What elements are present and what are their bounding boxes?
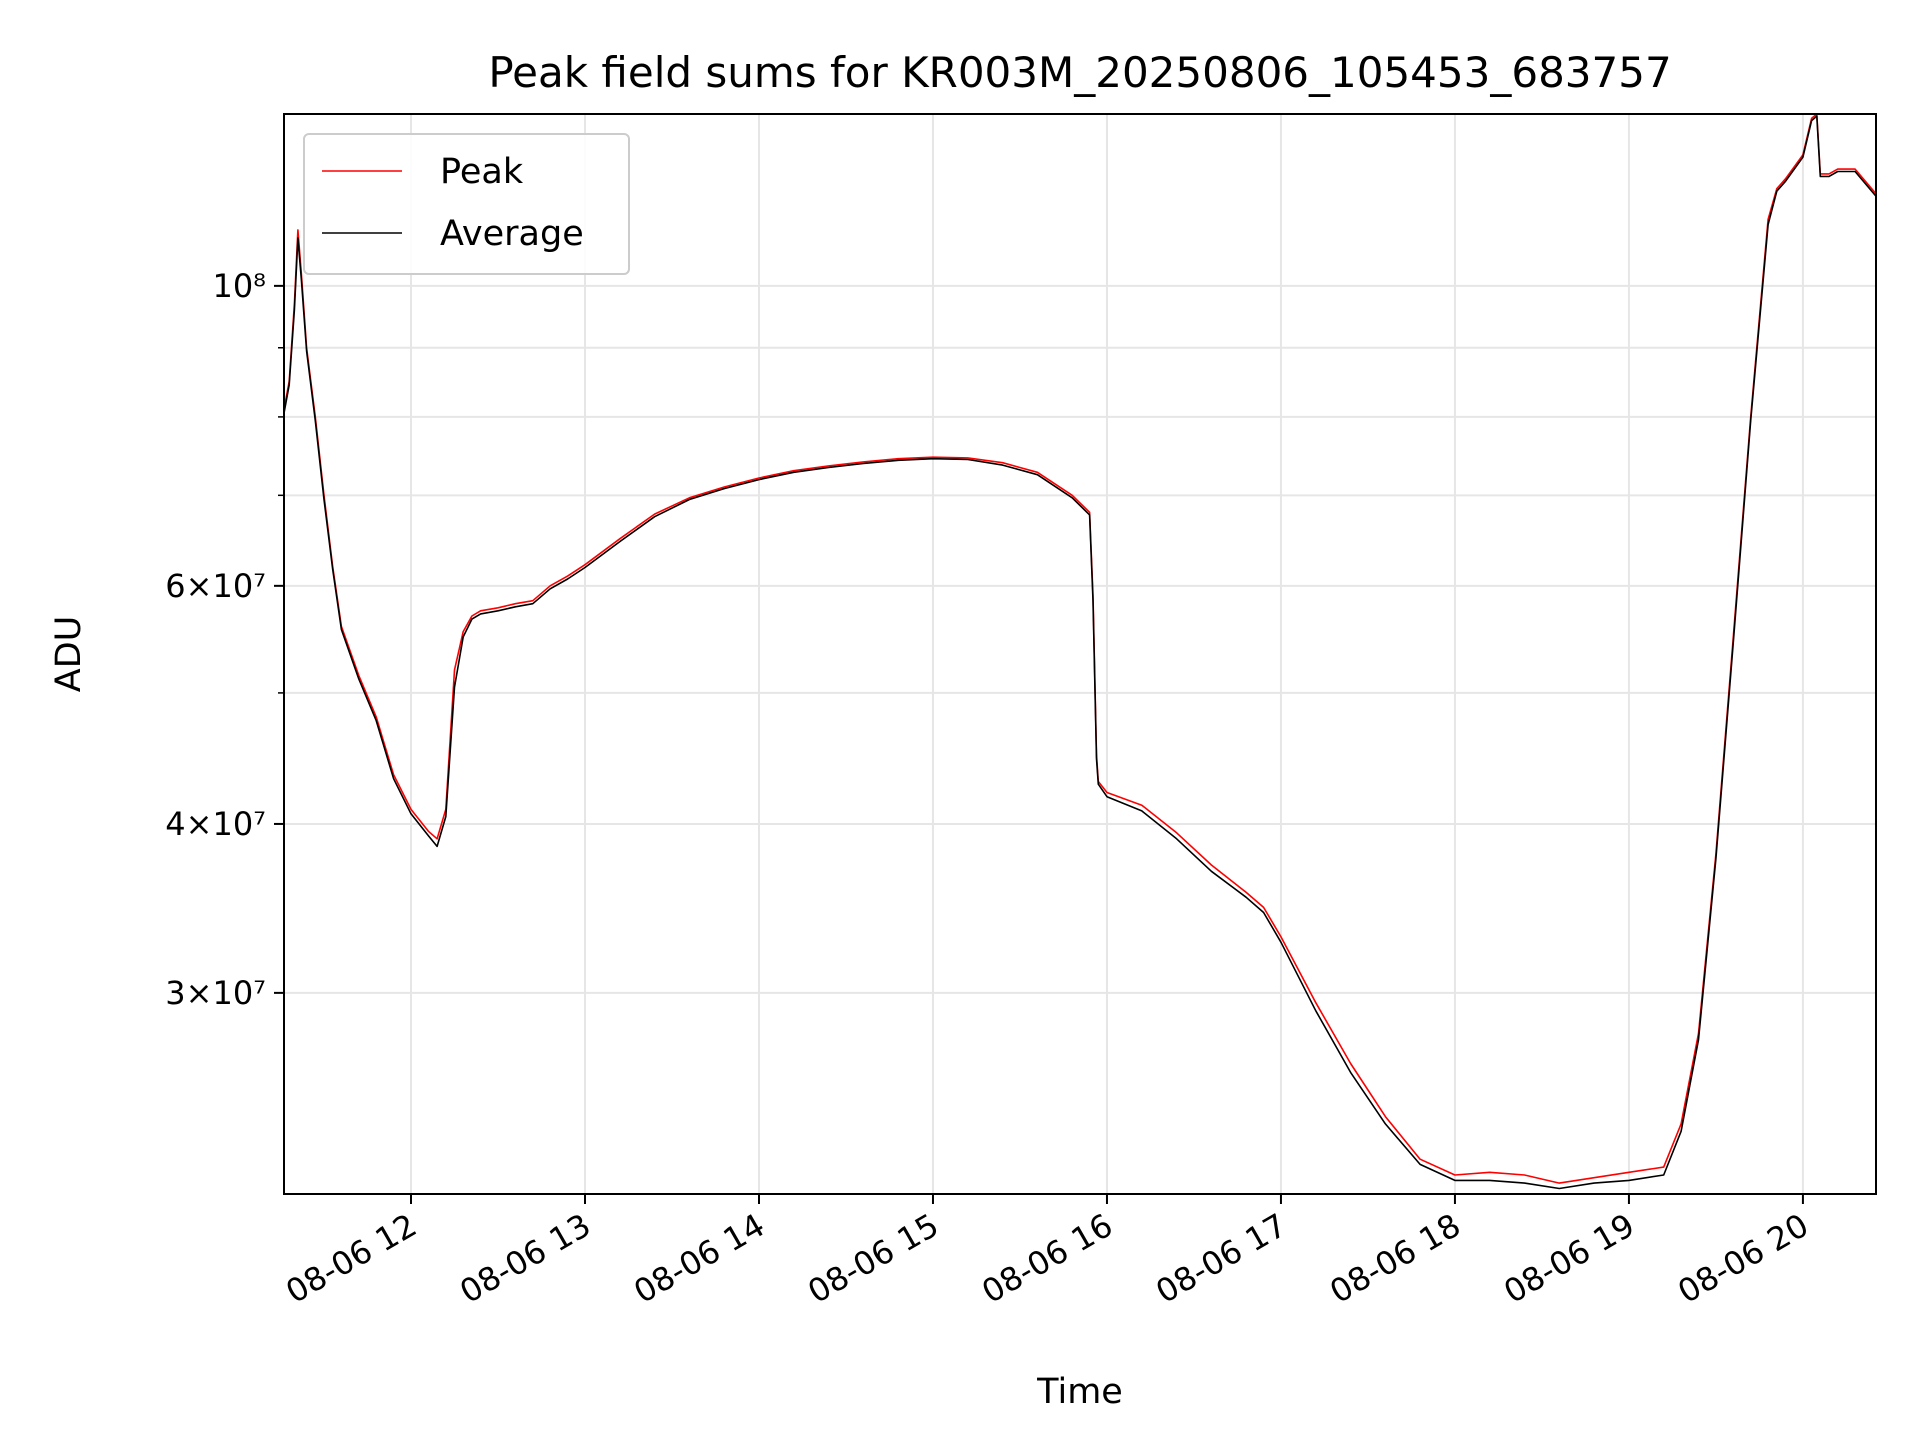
legend-peak-label: Peak	[440, 152, 524, 192]
y-tick-label: 6×10⁷	[165, 567, 266, 605]
legend: Peak Average	[303, 133, 630, 275]
y-tick-label: 4×10⁷	[165, 805, 266, 843]
plot-area	[284, 114, 1876, 1190]
y-axis-label: ADU	[49, 616, 89, 693]
chart-title: Peak field sums for KR003M_20250806_1054…	[488, 48, 1671, 97]
series-line-average	[284, 115, 1876, 1190]
x-axis-label: Time	[1036, 1372, 1123, 1412]
legend-average-label: Average	[440, 214, 584, 254]
axes-frame	[283, 113, 1877, 1195]
legend-box	[303, 133, 630, 275]
y-tick-label: 3×10⁷	[165, 974, 266, 1012]
grid	[284, 114, 1876, 1194]
y-tick-label: 10⁸	[212, 267, 266, 305]
